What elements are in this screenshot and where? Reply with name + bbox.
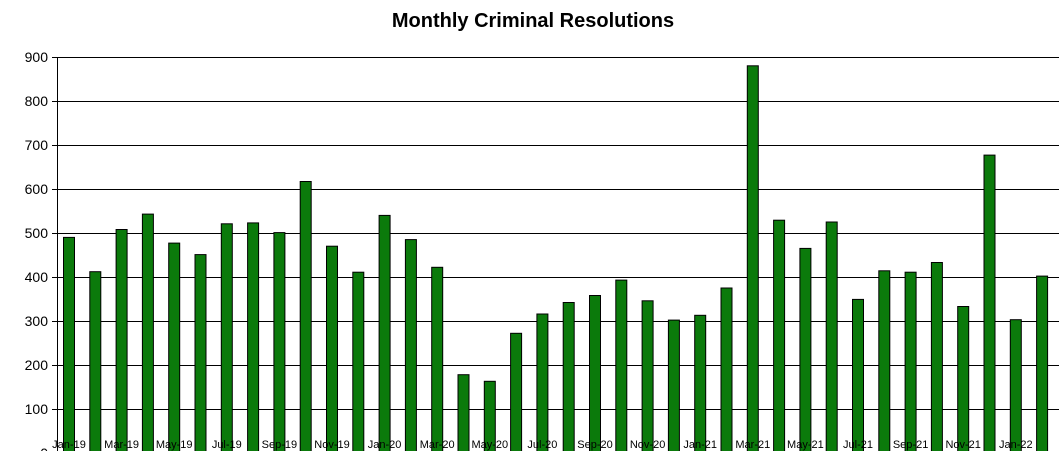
bar-jan-19	[63, 236, 75, 451]
bar-oct-20	[615, 279, 628, 451]
bar-mar-19	[115, 229, 128, 451]
y-tick-label: 300	[25, 313, 49, 329]
bar-dec-20	[667, 319, 680, 451]
bar-jun-19	[194, 254, 207, 451]
y-tick-label: 800	[25, 93, 49, 109]
x-tick-label: May-20	[471, 439, 508, 451]
bar-jan-22	[1009, 319, 1022, 451]
y-axis-ticks: 0 100 200 300 400 500 600 700 800 900	[25, 49, 49, 451]
bar-may-19	[168, 242, 181, 451]
bar-jul-20	[536, 313, 549, 451]
bar-nov-19	[326, 245, 338, 451]
y-tick-label: 400	[25, 269, 49, 285]
x-tick-label: Jan-19	[52, 439, 86, 451]
bar-jan-21	[694, 314, 707, 451]
bar-aug-21	[878, 270, 891, 451]
y-tick-label: 500	[25, 225, 49, 241]
x-tick-label: Jul-19	[212, 439, 242, 451]
bar-feb-19	[89, 271, 102, 451]
y-tick-label: 200	[25, 357, 49, 373]
bar-dec-21	[983, 154, 996, 451]
x-tick-label: Sep-21	[893, 439, 928, 451]
bar-mar-20	[431, 266, 444, 451]
chart-title: Monthly Criminal Resolutions	[392, 10, 674, 32]
y-tick-label: 0	[40, 445, 48, 451]
y-tick-label: 100	[25, 401, 49, 417]
bar-oct-19	[299, 181, 312, 451]
x-tick-label: Mar-20	[420, 439, 455, 451]
bar-dec-19	[352, 271, 365, 451]
x-tick-label: Mar-19	[104, 439, 139, 451]
bar-oct-21	[930, 262, 943, 451]
bar-jul-21	[852, 298, 864, 451]
bar-may-20	[483, 380, 496, 451]
bar-sep-21	[904, 271, 917, 451]
x-tick-label: Nov-19	[314, 439, 349, 451]
x-axis-ticks: Jan-19 Mar-19 May-19 Jul-19 Sep-19 Nov-19 Jan-…	[52, 439, 1032, 451]
x-tick-label: May-19	[156, 439, 193, 451]
bar-feb-22	[1036, 275, 1049, 451]
y-tick-label: 600	[25, 181, 49, 197]
x-tick-label: Nov-21	[945, 439, 980, 451]
x-tick-label: Sep-19	[262, 439, 297, 451]
bar-aug-20	[562, 302, 575, 451]
x-tick-label: Nov-20	[630, 439, 665, 451]
x-tick-label: Jul-21	[843, 439, 873, 451]
y-tick-label: 900	[25, 49, 49, 65]
bar-feb-21	[720, 287, 733, 451]
x-tick-label: May-21	[787, 439, 824, 451]
bar-nov-20	[641, 300, 654, 451]
bar-sep-20	[589, 295, 601, 451]
bars	[63, 65, 1049, 451]
bar-sep-19	[273, 232, 286, 451]
bar-apr-19	[141, 213, 154, 451]
x-tick-label: Mar-21	[735, 439, 770, 451]
bar-nov-21	[957, 306, 970, 451]
x-tick-label: Jan-21	[683, 439, 717, 451]
bar-aug-19	[247, 222, 260, 451]
bar-jun-20	[510, 332, 523, 451]
x-tick-label: Jan-22	[999, 439, 1033, 451]
x-tick-label: Jul-20	[527, 439, 557, 451]
bar-apr-20	[457, 374, 470, 451]
bar-jul-19	[220, 223, 233, 451]
bar-jan-20	[378, 214, 391, 451]
x-tick-label: Jan-20	[368, 439, 402, 451]
bar-apr-21	[773, 219, 786, 451]
bar-feb-20	[404, 239, 417, 451]
bar-mar-21	[746, 65, 759, 451]
axes	[57, 57, 58, 451]
bar-jun-21	[825, 221, 838, 451]
bar-may-21	[799, 247, 812, 451]
x-tick-label: Sep-20	[577, 439, 612, 451]
y-tick-label: 700	[25, 137, 49, 153]
